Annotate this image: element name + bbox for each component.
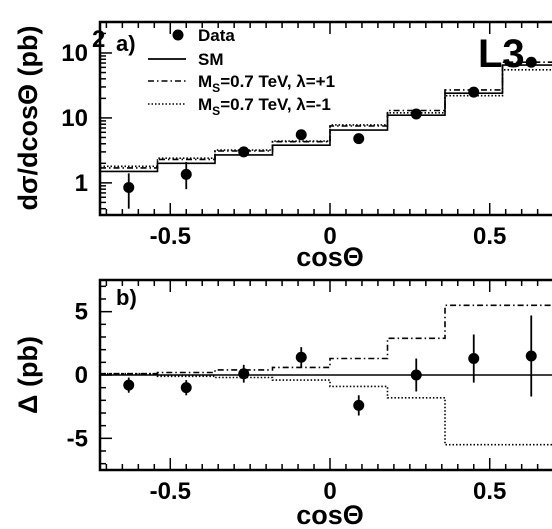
legend-label-data: Data — [198, 26, 235, 45]
panel-b-series — [100, 304, 552, 446]
data-point — [353, 133, 365, 145]
y-tick-label: 10 — [61, 40, 88, 67]
data-point — [238, 146, 250, 158]
histogram-dotted — [100, 372, 552, 446]
panel-a-series — [100, 56, 552, 209]
legend-label-lambda-minus: MS=0.7 TeV, λ=-1 — [198, 95, 331, 118]
data-point — [410, 369, 422, 381]
data-point — [180, 168, 192, 180]
panel-b-y-axis-label: Δ (pb) — [13, 336, 43, 414]
panel-b-letter: b) — [116, 285, 137, 310]
legend-data-marker-icon — [172, 29, 184, 41]
data-point — [180, 382, 192, 394]
legend-label-lambda-plus: MS=0.7 TeV, λ=+1 — [198, 72, 335, 95]
y-tick-label: 0 — [75, 362, 88, 389]
legend: Data SM MS=0.7 TeV, λ=+1 MS=0.7 TeV, λ=-… — [148, 26, 335, 118]
y-tick-label: 5 — [75, 299, 88, 326]
data-point — [353, 399, 365, 411]
panel-a-y-axis-label: dσ/dcosΘ (pb) — [13, 26, 43, 211]
x-tick-label: -0.5 — [150, 478, 191, 505]
x-tick-label: 0.5 — [473, 478, 506, 505]
panel-a-x-axis-label: cosΘ — [296, 242, 364, 272]
data-point — [295, 351, 307, 363]
data-point — [123, 181, 135, 193]
y-tick-label: 10 — [61, 105, 88, 132]
panel-b-difference: -0.5 0 0.5 -5 0 5 b) cosΘ Δ (pb) — [13, 278, 552, 529]
data-point — [238, 368, 250, 380]
legend-label-sm: SM — [198, 50, 224, 69]
y-tick-label: 1 — [75, 170, 88, 197]
data-point — [295, 129, 307, 141]
x-tick-label: -0.5 — [150, 223, 191, 250]
histogram-dotted — [100, 69, 552, 168]
data-point — [468, 353, 480, 365]
y-tick-exponent: 2 — [92, 26, 105, 53]
histogram-dashdot — [100, 304, 552, 375]
data-point — [525, 350, 537, 362]
data-point — [410, 108, 422, 120]
x-tick-label: 0 — [323, 223, 336, 250]
l3-logo: L3 — [478, 32, 525, 76]
panel-b-axes: -0.5 0 0.5 -5 0 5 — [67, 280, 539, 505]
panel-b-x-axis-label: cosΘ — [296, 500, 364, 529]
data-point — [123, 379, 135, 391]
histogram-dashdot — [100, 61, 552, 169]
panel-a-letter: a) — [116, 31, 136, 56]
x-tick-label: 0 — [323, 478, 336, 505]
y-tick-label: -5 — [67, 425, 88, 452]
x-tick-label: 0.5 — [473, 223, 506, 250]
